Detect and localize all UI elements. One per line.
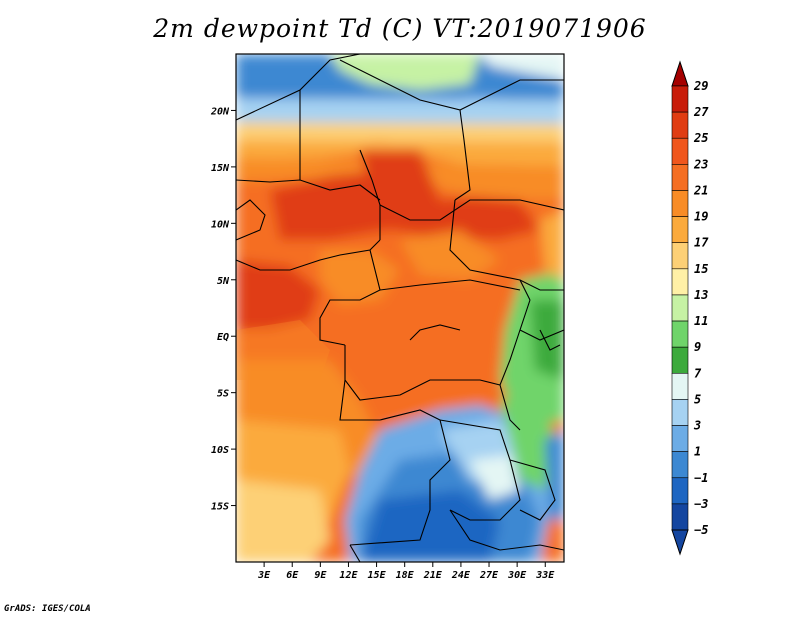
colorbar-label: 21 (693, 183, 708, 197)
colorbar-swatch (671, 242, 689, 270)
y-tick-label: 15N (211, 163, 230, 174)
colorbar-swatch (671, 164, 689, 191)
colorbar-swatch (671, 503, 689, 531)
x-tick-label: 30E (507, 570, 527, 581)
y-tick-label: EQ (217, 332, 229, 343)
colorbar-label: 15 (694, 262, 708, 276)
y-tick-label: 15S (211, 502, 229, 513)
y-axis: 20N 15N 10N 5N EQ 5S 10S 15S (210, 106, 236, 513)
x-tick-label: 12E (339, 570, 358, 581)
y-tick-label: 20N (210, 106, 230, 117)
colorbar-label: 7 (694, 366, 702, 380)
colorbar-swatch (671, 425, 689, 452)
colorbar-label: 5 (694, 392, 701, 406)
x-tick-label: 6E (286, 570, 299, 581)
colorbar-swatch (671, 111, 689, 139)
colorbar-swatch (671, 477, 689, 505)
colorbar-label: 27 (693, 105, 709, 119)
colorbar-swatch (671, 451, 689, 479)
colorbar-top-extension (671, 60, 689, 87)
chart-title: 2m dewpoint Td (C) VT:2019071906 (153, 14, 647, 43)
colorbar-swatch (671, 372, 689, 400)
x-tick-label: 21E (423, 570, 443, 581)
colorbar-label: 29 (693, 79, 708, 93)
x-tick-label: 9E (314, 570, 327, 581)
colorbar-label: −1 (694, 471, 708, 485)
map-frame (235, 53, 565, 563)
colorbar: 29 27 25 23 21 19 17 15 13 11 9 7 5 3 1 −1 −3 −5 (671, 60, 709, 556)
colorbar-swatch (671, 190, 689, 217)
x-tick-label: 27E (479, 570, 499, 581)
dewpoint-field (236, 54, 564, 562)
y-tick-label: 5S (217, 389, 229, 400)
colorbar-label: 1 (694, 445, 701, 459)
x-tick-label: 24E (451, 570, 471, 581)
colorbar-swatch (671, 320, 689, 348)
colorbar-label: 3 (693, 419, 701, 433)
colorbar-label: −3 (694, 497, 708, 511)
colorbar-swatch (671, 399, 689, 426)
y-tick-label: 10S (211, 445, 229, 456)
colorbar-swatch (671, 294, 689, 322)
x-tick-label: 15E (368, 570, 387, 581)
colorbar-label: 13 (694, 288, 708, 302)
colorbar-label: −5 (694, 523, 708, 537)
x-tick-label: 18E (396, 570, 415, 581)
grads-credit: GrADS: IGES/COLA (4, 604, 91, 614)
colorbar-swatch (671, 268, 689, 296)
colorbar-swatch (671, 137, 689, 165)
colorbar-swatch (671, 85, 689, 113)
colorbar-label: 9 (694, 340, 701, 354)
colorbar-swatch (671, 346, 689, 374)
x-axis: 3E 6E 9E 12E 15E 18E 21E 24E 27E 30E 33E (257, 562, 555, 581)
colorbar-swatch (671, 216, 689, 244)
colorbar-label: 19 (694, 210, 708, 224)
colorbar-label: 23 (693, 157, 708, 171)
y-tick-label: 5N (217, 276, 230, 287)
colorbar-label: 11 (694, 314, 708, 328)
x-tick-label: 33E (535, 570, 555, 581)
colorbar-label: 17 (694, 236, 709, 250)
x-tick-label: 3E (257, 570, 271, 581)
country-borders (236, 54, 564, 562)
y-tick-label: 10N (211, 219, 230, 230)
colorbar-label: 25 (693, 131, 708, 145)
colorbar-bottom-extension (671, 529, 689, 556)
